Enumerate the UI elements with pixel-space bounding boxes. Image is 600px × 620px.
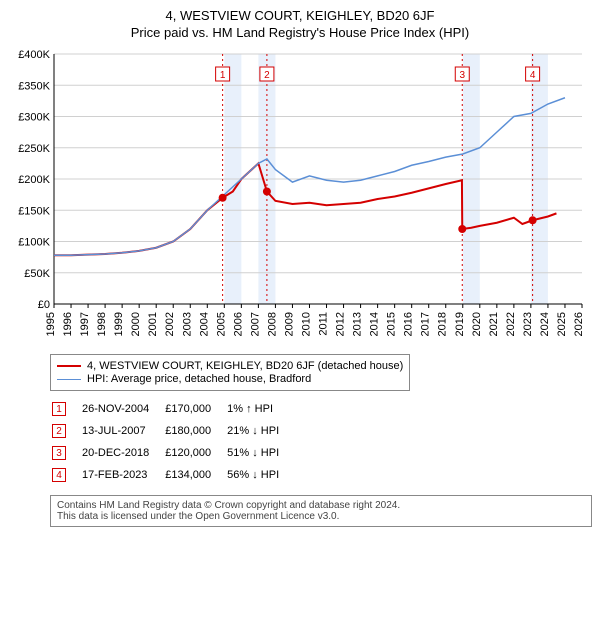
svg-text:2009: 2009 [283,312,295,336]
svg-text:2018: 2018 [437,312,449,336]
sale-row: 1 26-NOV-2004£170,0001% ↑ HPI [52,399,293,419]
svg-text:2: 2 [264,70,270,81]
svg-text:2002: 2002 [164,312,176,336]
sale-date: 13-JUL-2007 [82,421,163,441]
attribution-footer: Contains HM Land Registry data © Crown c… [50,495,592,527]
svg-text:2015: 2015 [386,312,398,336]
sale-date: 26-NOV-2004 [82,399,163,419]
legend-row: 4, WESTVIEW COURT, KEIGHLEY, BD20 6JF (d… [57,360,403,372]
legend-row: HPI: Average price, detached house, Brad… [57,373,403,385]
svg-text:1995: 1995 [45,312,57,336]
svg-text:£200K: £200K [18,174,50,186]
svg-text:2012: 2012 [335,312,347,336]
svg-text:£150K: £150K [18,205,50,217]
legend: 4, WESTVIEW COURT, KEIGHLEY, BD20 6JF (d… [50,354,410,391]
svg-text:2011: 2011 [318,312,330,336]
svg-text:2025: 2025 [556,312,568,336]
svg-text:2017: 2017 [420,312,432,336]
chart-area: £0 £50K £100K £150K £200K £250K £300K £350K £400… [8,48,592,348]
legend-label: HPI: Average price, detached house, Brad… [87,373,311,385]
sale-price: £120,000 [165,443,225,463]
svg-text:2016: 2016 [403,312,415,336]
svg-text:1996: 1996 [62,312,74,336]
sale-hpi-delta: 21% ↓ HPI [227,421,293,441]
svg-text:2014: 2014 [369,312,381,336]
sale-index-badge: 1 [52,402,66,416]
sale-row: 3 20-DEC-2018£120,00051% ↓ HPI [52,443,293,463]
svg-text:2000: 2000 [130,312,142,336]
sale-row: 4 17-FEB-2023£134,00056% ↓ HPI [52,465,293,485]
svg-text:1: 1 [220,70,226,81]
legend-label: 4, WESTVIEW COURT, KEIGHLEY, BD20 6JF (d… [87,360,403,372]
sale-price: £170,000 [165,399,225,419]
sale-hpi-delta: 1% ↑ HPI [227,399,293,419]
svg-text:2023: 2023 [522,312,534,336]
sale-date: 20-DEC-2018 [82,443,163,463]
svg-text:£0: £0 [38,299,50,311]
svg-text:£100K: £100K [18,237,50,249]
svg-text:4: 4 [530,70,536,81]
svg-text:2024: 2024 [539,312,551,336]
svg-text:2013: 2013 [352,312,364,336]
sale-price: £180,000 [165,421,225,441]
svg-text:2026: 2026 [573,312,585,336]
sale-index-badge: 3 [52,446,66,460]
svg-text:£50K: £50K [24,268,50,280]
svg-text:2022: 2022 [505,312,517,336]
price-chart: £0 £50K £100K £150K £200K £250K £300K £350K £400… [8,48,592,348]
svg-text:2019: 2019 [454,312,466,336]
svg-text:2001: 2001 [147,312,159,336]
svg-text:1999: 1999 [113,312,125,336]
sale-hpi-delta: 56% ↓ HPI [227,465,293,485]
svg-text:3: 3 [459,70,465,81]
svg-text:2010: 2010 [300,312,312,336]
svg-text:£250K: £250K [18,143,50,155]
svg-text:£350K: £350K [18,80,50,92]
svg-text:2005: 2005 [215,312,227,336]
chart-subtitle: Price paid vs. HM Land Registry's House … [8,25,592,40]
sale-index-badge: 4 [52,468,66,482]
svg-text:2008: 2008 [266,312,278,336]
sale-index-badge: 2 [52,424,66,438]
svg-text:£400K: £400K [18,49,50,61]
svg-text:2021: 2021 [488,312,500,336]
svg-text:2007: 2007 [249,312,261,336]
sales-table: 1 26-NOV-2004£170,0001% ↑ HPI 2 13-JUL-2007… [50,397,295,487]
svg-text:2006: 2006 [232,312,244,336]
sale-row: 2 13-JUL-2007£180,00021% ↓ HPI [52,421,293,441]
chart-title: 4, WESTVIEW COURT, KEIGHLEY, BD20 6JF [8,8,592,23]
footer-line-1: Contains HM Land Registry data © Crown c… [57,500,585,511]
svg-text:2003: 2003 [181,312,193,336]
sale-hpi-delta: 51% ↓ HPI [227,443,293,463]
svg-text:1998: 1998 [96,312,108,336]
svg-text:£300K: £300K [18,112,50,124]
svg-text:1997: 1997 [79,312,91,336]
legend-swatch [57,365,81,367]
svg-text:2004: 2004 [198,312,210,336]
sale-price: £134,000 [165,465,225,485]
footer-line-2: This data is licensed under the Open Gov… [57,511,585,522]
legend-swatch [57,379,81,380]
sale-date: 17-FEB-2023 [82,465,163,485]
svg-text:2020: 2020 [471,312,483,336]
